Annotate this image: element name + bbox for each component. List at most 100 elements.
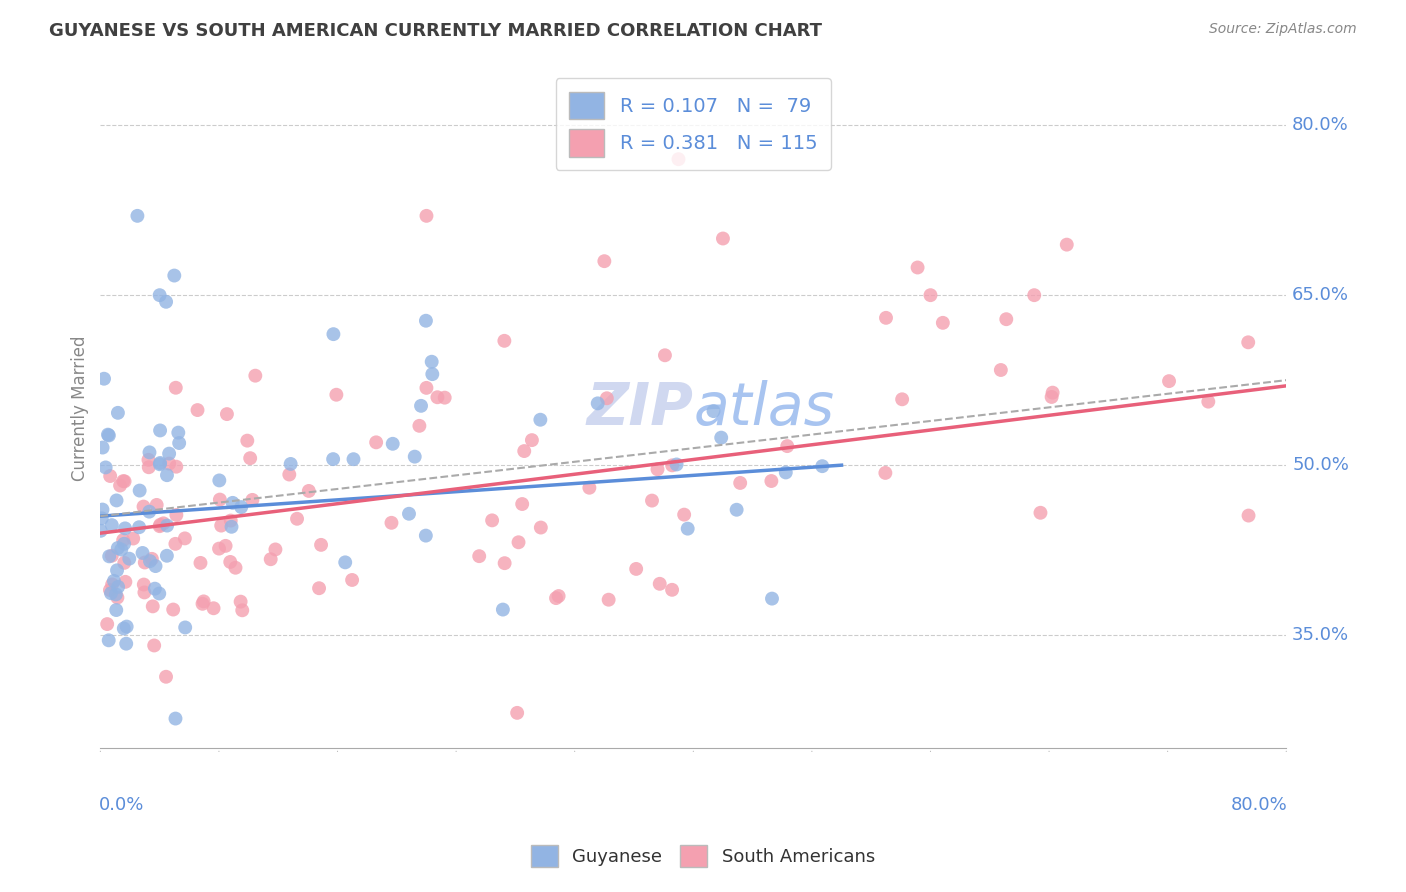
Point bbox=[128, 483, 150, 498]
Text: GUYANESE VS SOUTH AMERICAN CURRENTLY MARRIED CORRELATION CHART: GUYANESE VS SOUTH AMERICAN CURRENTLY MAR… bbox=[49, 22, 823, 40]
Point bbox=[278, 467, 301, 482]
Point bbox=[381, 437, 404, 451]
Legend: R = 0.107   N =  79, R = 0.381   N = 115: R = 0.107 N = 79, R = 0.381 N = 115 bbox=[555, 78, 831, 170]
Point bbox=[598, 592, 620, 607]
Text: 35.0%: 35.0% bbox=[1292, 626, 1350, 644]
Point bbox=[342, 452, 364, 467]
Point bbox=[167, 425, 190, 440]
Point bbox=[191, 597, 214, 611]
Point bbox=[891, 392, 914, 407]
Point bbox=[245, 368, 267, 383]
Point bbox=[1157, 374, 1180, 388]
Point bbox=[225, 560, 247, 574]
Point bbox=[811, 459, 834, 474]
Point bbox=[142, 599, 165, 614]
Point bbox=[91, 441, 114, 455]
Point bbox=[596, 391, 619, 405]
Point bbox=[530, 520, 553, 534]
Point bbox=[506, 706, 529, 720]
Point bbox=[366, 435, 388, 450]
Point bbox=[468, 549, 491, 564]
Text: Source: ZipAtlas.com: Source: ZipAtlas.com bbox=[1209, 22, 1357, 37]
Point bbox=[94, 460, 117, 475]
Point bbox=[105, 603, 128, 617]
Point bbox=[138, 453, 160, 467]
Point bbox=[578, 481, 600, 495]
Point bbox=[103, 574, 125, 588]
Legend: Guyanese, South Americans: Guyanese, South Americans bbox=[523, 838, 883, 874]
Point bbox=[208, 541, 231, 556]
Point bbox=[96, 617, 118, 632]
Point bbox=[420, 355, 443, 369]
Point bbox=[481, 513, 503, 527]
Point bbox=[208, 492, 231, 507]
Point bbox=[165, 381, 187, 395]
Y-axis label: Currently Married: Currently Married bbox=[72, 335, 89, 482]
Point bbox=[308, 581, 330, 595]
Point bbox=[710, 431, 733, 445]
Point bbox=[1197, 394, 1219, 409]
Text: 50.0%: 50.0% bbox=[1292, 456, 1348, 475]
Point bbox=[492, 602, 515, 616]
Point bbox=[676, 522, 699, 536]
Point bbox=[165, 459, 187, 474]
Point bbox=[138, 460, 160, 475]
Point bbox=[654, 348, 676, 362]
Point bbox=[513, 444, 536, 458]
Point bbox=[101, 549, 124, 563]
Point bbox=[340, 573, 363, 587]
Point bbox=[409, 399, 432, 413]
Point bbox=[202, 601, 225, 615]
Point bbox=[155, 294, 177, 309]
Point bbox=[114, 574, 136, 589]
Point bbox=[114, 475, 136, 489]
Point bbox=[665, 458, 688, 472]
Point bbox=[132, 577, 155, 591]
Text: atlas: atlas bbox=[693, 380, 834, 437]
Point bbox=[112, 533, 135, 548]
Point bbox=[322, 327, 344, 342]
Text: 0.0%: 0.0% bbox=[100, 796, 145, 814]
Point bbox=[141, 552, 163, 566]
Point bbox=[118, 551, 141, 566]
Text: 80.0%: 80.0% bbox=[1292, 116, 1348, 134]
Point bbox=[149, 519, 172, 533]
Point bbox=[101, 577, 124, 591]
Point bbox=[149, 517, 172, 532]
Point bbox=[661, 582, 683, 597]
Point bbox=[149, 457, 172, 471]
Point bbox=[309, 538, 332, 552]
Point bbox=[647, 462, 669, 476]
Point bbox=[239, 451, 262, 466]
Point bbox=[673, 508, 696, 522]
Point bbox=[1056, 237, 1078, 252]
Point bbox=[174, 620, 197, 634]
Point bbox=[97, 427, 120, 442]
Point bbox=[107, 406, 129, 420]
Point bbox=[544, 591, 567, 606]
Point bbox=[173, 532, 195, 546]
Point bbox=[114, 521, 136, 535]
Point bbox=[165, 712, 187, 726]
Point bbox=[231, 603, 253, 617]
Point bbox=[702, 404, 724, 418]
Point bbox=[105, 493, 128, 508]
Text: ZIP: ZIP bbox=[586, 380, 693, 437]
Point bbox=[624, 562, 647, 576]
Point bbox=[138, 445, 160, 459]
Point bbox=[138, 505, 160, 519]
Point bbox=[105, 563, 128, 577]
Point bbox=[97, 428, 120, 442]
Point bbox=[920, 288, 942, 302]
Point bbox=[156, 549, 179, 563]
Point bbox=[145, 559, 167, 574]
Point bbox=[236, 434, 259, 448]
Point bbox=[90, 511, 112, 525]
Point bbox=[776, 439, 799, 453]
Point bbox=[165, 537, 187, 551]
Point bbox=[547, 589, 569, 603]
Point bbox=[149, 424, 172, 438]
Point bbox=[221, 520, 243, 534]
Point bbox=[163, 268, 186, 283]
Point bbox=[725, 502, 748, 516]
